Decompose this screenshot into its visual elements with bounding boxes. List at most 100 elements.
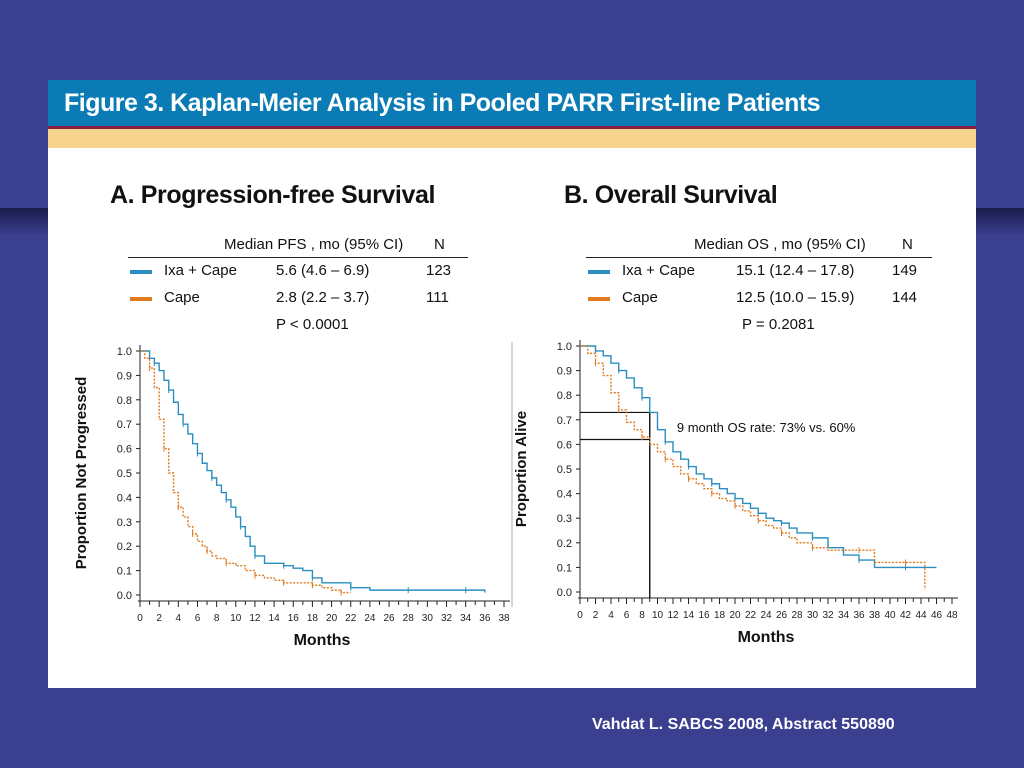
- pfs-x-tick-label: 30: [422, 613, 434, 624]
- pfs-x-tick-label: 6: [195, 613, 201, 624]
- citation: Vahdat L. SABCS 2008, Abstract 550890: [592, 716, 895, 733]
- os-x-tick-label: 14: [683, 610, 695, 621]
- os-y-tick-label: 0.9: [557, 366, 572, 378]
- os-x-tick-label: 32: [822, 610, 834, 621]
- figure-card: Figure 3. Kaplan-Meier Analysis in Poole…: [48, 80, 976, 688]
- pfs-y-tick-label: 0.0: [117, 590, 132, 602]
- pfs-x-tick-label: 20: [326, 613, 338, 624]
- pfs-n-header: N: [434, 236, 445, 253]
- figure-header: Figure 3. Kaplan-Meier Analysis in Poole…: [48, 80, 976, 129]
- os-x-tick-label: 20: [729, 610, 741, 621]
- pfs-x-tick-label: 18: [307, 613, 319, 624]
- os-y-tick-label: 0.6: [557, 439, 572, 451]
- os-x-tick-label: 24: [760, 610, 772, 621]
- os-x-tick-label: 8: [639, 610, 645, 621]
- os-legend-rule: [586, 257, 932, 258]
- os-x-tick-label: 48: [946, 610, 958, 621]
- os-x-axis-title: Months: [738, 629, 795, 646]
- pfs-ixa-label: Ixa + Cape: [164, 262, 237, 279]
- pfs-ixa-n: 123: [426, 262, 452, 279]
- pfs-x-tick-label: 10: [230, 613, 242, 624]
- os-y-tick-label: 0.2: [557, 538, 572, 550]
- os-y-tick-label: 0.1: [557, 562, 572, 574]
- pfs-x-tick-label: 22: [345, 613, 357, 624]
- pfs-y-tick-label: 0.4: [117, 492, 132, 504]
- pfs-y-tick-label: 0.2: [117, 541, 132, 553]
- os-n-header: N: [902, 236, 913, 253]
- pfs-x-tick-label: 4: [176, 613, 182, 624]
- os-x-tick-label: 44: [915, 610, 927, 621]
- pfs-y-tick-label: 1.0: [117, 346, 132, 358]
- pfs-ixa-median: 5.6 (4.6 – 6.9): [276, 262, 370, 279]
- pfs-y-tick-label: 0.5: [117, 468, 132, 480]
- pfs-cape-swatch: [130, 297, 152, 301]
- pfs-x-tick-label: 0: [137, 613, 143, 624]
- os-ixa-median: 15.1 (12.4 – 17.8): [736, 262, 855, 279]
- os-y-axis-title: Proportion Alive: [513, 411, 530, 527]
- os-x-tick-label: 42: [900, 610, 912, 621]
- km-charts: 0 2 4 6 8 10 12 14 16 18 20 22 24 26 28 30 32 34 36 380.00.…: [73, 340, 958, 649]
- pfs-x-tick-label: 32: [441, 613, 453, 624]
- os-x-tick-label: 10: [652, 610, 664, 621]
- os-cape-median: 12.5 (10.0 – 15.9): [736, 289, 855, 306]
- pfs-x-tick-label: 26: [383, 613, 395, 624]
- os-x-tick-label: 36: [853, 610, 865, 621]
- os-x-tick-label: 34: [838, 610, 850, 621]
- os-ixa-n: 149: [892, 262, 918, 279]
- os-x-tick-label: 18: [714, 610, 726, 621]
- os-x-tick-label: 16: [698, 610, 710, 621]
- os-curve-cape: [580, 345, 926, 590]
- pfs-y-tick-label: 0.8: [117, 395, 132, 407]
- figure-band: [48, 129, 976, 148]
- pfs-curve-ixa-cape: [140, 350, 486, 593]
- pfs-x-tick-label: 28: [403, 613, 415, 624]
- pfs-x-tick-label: 16: [288, 613, 300, 624]
- os-x-tick-label: 4: [608, 610, 614, 621]
- pfs-y-tick-label: 0.9: [117, 370, 132, 382]
- os-annotation: 9 month OS rate: 73% vs. 60%: [677, 420, 856, 435]
- pfs-y-axis-title: Proportion Not Progressed: [73, 377, 90, 570]
- pfs-pvalue: P < 0.0001: [276, 316, 349, 333]
- pfs-x-tick-label: 2: [156, 613, 162, 624]
- pfs-cape-label: Cape: [164, 289, 200, 306]
- os-cape-n: 144: [892, 289, 918, 306]
- pfs-curve-cape: [140, 350, 351, 594]
- os-legend-header: Median OS , mo (95% CI): [694, 236, 866, 253]
- os-cape-swatch: [588, 297, 610, 301]
- os-ixa-swatch: [588, 270, 610, 274]
- os-curve-ixa-cape: [580, 345, 937, 569]
- os-y-tick-label: 0.3: [557, 513, 572, 525]
- os-y-tick-label: 0.7: [557, 415, 572, 427]
- pfs-x-tick-label: 34: [460, 613, 472, 624]
- os-ixa-label: Ixa + Cape: [622, 262, 695, 279]
- os-x-tick-label: 28: [791, 610, 803, 621]
- figure-title: Figure 3. Kaplan-Meier Analysis in Poole…: [64, 89, 821, 117]
- pfs-y-tick-label: 0.6: [117, 444, 132, 456]
- os-panel-title: B. Overall Survival: [564, 181, 778, 209]
- os-x-tick-label: 0: [577, 610, 583, 621]
- os-y-tick-label: 0.0: [557, 587, 572, 599]
- os-y-tick-label: 1.0: [557, 341, 572, 353]
- os-cape-label: Cape: [622, 289, 658, 306]
- os-pvalue: P = 0.2081: [742, 316, 815, 333]
- pfs-legend-rule: [128, 257, 468, 258]
- pfs-y-tick-label: 0.3: [117, 517, 132, 529]
- pfs-ixa-swatch: [130, 270, 152, 274]
- os-x-tick-label: 6: [624, 610, 630, 621]
- pfs-x-tick-label: 8: [214, 613, 220, 624]
- os-x-tick-label: 26: [776, 610, 788, 621]
- pfs-x-tick-label: 36: [479, 613, 491, 624]
- os-x-tick-label: 12: [667, 610, 679, 621]
- pfs-x-tick-label: 14: [269, 613, 281, 624]
- pfs-cape-median: 2.8 (2.2 – 3.7): [276, 289, 370, 306]
- pfs-y-tick-label: 0.7: [117, 419, 132, 431]
- pfs-x-tick-label: 24: [364, 613, 376, 624]
- pfs-x-tick-label: 12: [249, 613, 261, 624]
- os-x-tick-label: 38: [869, 610, 881, 621]
- pfs-legend-header: Median PFS , mo (95% CI): [224, 236, 404, 253]
- pfs-cape-n: 111: [426, 289, 449, 306]
- pfs-panel-title: A. Progression-free Survival: [110, 181, 436, 209]
- pfs-x-axis-title: Months: [294, 632, 351, 649]
- os-y-tick-label: 0.4: [557, 489, 572, 501]
- pfs-x-tick-label: 38: [498, 613, 510, 624]
